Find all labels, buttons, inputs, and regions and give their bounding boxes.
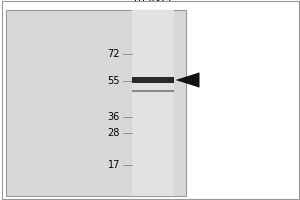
Bar bbox=[132, 90, 174, 92]
Bar bbox=[6, 10, 186, 196]
Bar bbox=[132, 10, 174, 196]
Text: 72: 72 bbox=[107, 49, 120, 59]
Text: 55: 55 bbox=[107, 76, 120, 86]
Text: 36: 36 bbox=[108, 112, 120, 122]
Text: 28: 28 bbox=[108, 128, 120, 138]
Text: 17: 17 bbox=[108, 160, 120, 170]
Bar bbox=[132, 77, 174, 83]
Polygon shape bbox=[176, 72, 200, 88]
Text: m.liver: m.liver bbox=[134, 0, 172, 4]
